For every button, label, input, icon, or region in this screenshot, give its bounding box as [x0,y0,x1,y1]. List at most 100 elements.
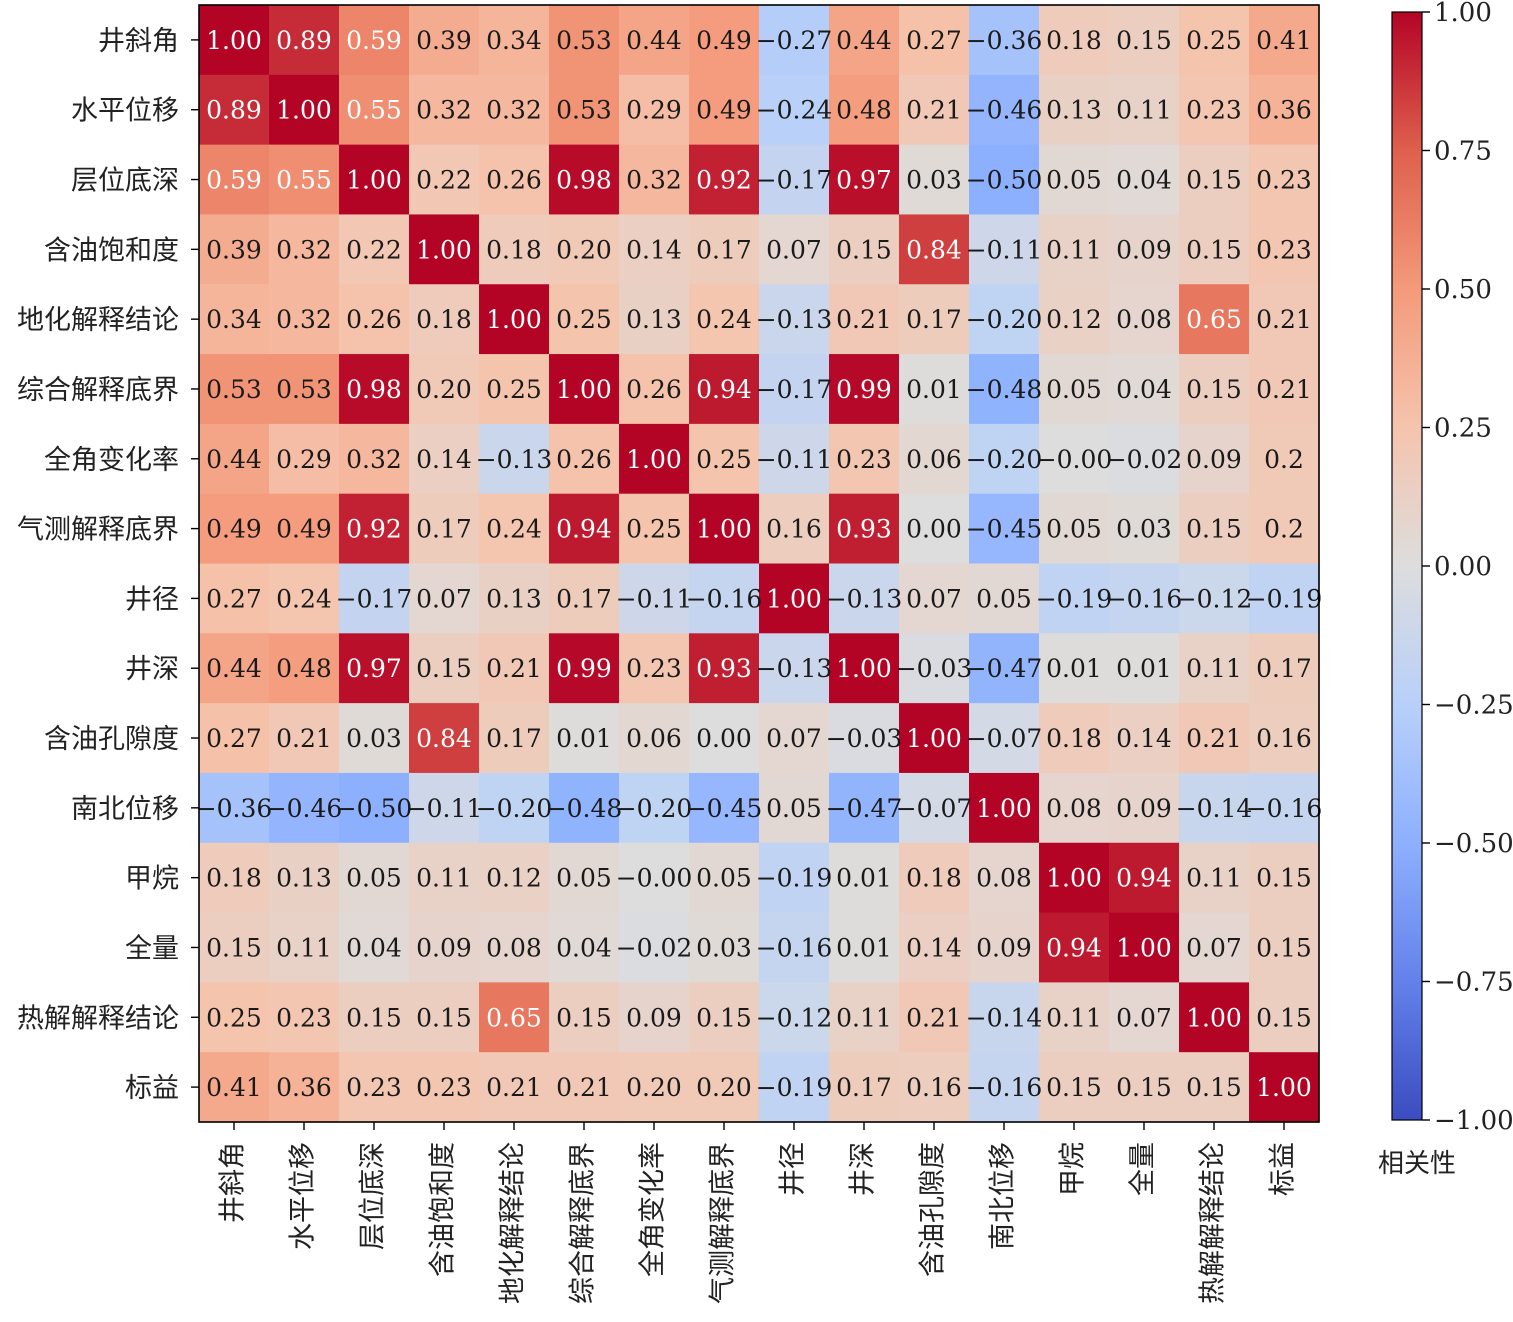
y-axis: 井斜角水平位移层位底深含油饱和度地化解释结论综合解释底界全角变化率气测解释底界井… [17,26,199,1104]
heatmap-cell-value: 0.27 [206,584,262,613]
heatmap-cell-value: 0.15 [416,654,472,683]
heatmap-cell-value: 0.12 [1046,305,1102,334]
heatmap-cell [1249,5,1320,76]
x-tick-label: 井斜角 [218,1142,249,1223]
heatmap-cell [1179,493,1250,565]
heatmap-cell-value: 0.36 [276,1073,332,1102]
heatmap-cell [689,5,760,76]
heatmap-cell-value: −0.13 [826,584,903,613]
heatmap-cell [829,354,900,425]
heatmap-cell [689,563,760,634]
heatmap-cell-value: 1.00 [486,305,542,334]
heatmap-cell [549,1052,620,1123]
heatmap-cell [829,703,900,774]
heatmap-cell-value: 0.44 [206,654,262,683]
heatmap-cell [199,354,270,425]
heatmap-cell-value: −0.24 [756,96,833,125]
heatmap-cell-value: 0.16 [906,1073,962,1102]
colorbar-tick-label: 0.25 [1434,414,1492,444]
heatmap-cell-value: 0.23 [1186,96,1242,125]
heatmap-cell-value: 0.20 [416,375,472,404]
heatmap-cell [199,5,270,76]
heatmap-cell-value: 0.18 [906,864,962,893]
heatmap-cell [1109,772,1180,844]
heatmap-cell-value: 0.34 [486,26,542,55]
heatmap-cell [829,772,900,844]
heatmap-cell-value: 0.18 [486,235,542,264]
heatmap-cell-value: 0.20 [626,1073,682,1102]
heatmap-cell [619,144,690,216]
heatmap-cell-value: 0.22 [416,166,472,195]
heatmap-cell [199,633,270,704]
heatmap-cell-value: 1.00 [906,724,962,753]
heatmap-cell [199,144,270,216]
heatmap-cell-value: 0.21 [1256,375,1312,404]
heatmap-cell [549,912,620,983]
heatmap-cell [1179,1052,1250,1123]
heatmap-cell [549,493,620,565]
heatmap-cell [619,423,690,495]
heatmap-cell-value: 0.09 [416,933,472,962]
heatmap-cell-value: 0.01 [1046,654,1102,683]
heatmap-cell [1109,842,1180,914]
heatmap-cell [339,703,410,774]
colorbar: 相关性 1.00 0.75 0.50 0.25 0.00 −0.25 −0.50 −0.75 −… [1378,0,1513,1179]
heatmap-cell-value: 0.15 [1186,515,1242,544]
heatmap-cell-value: 0.11 [1046,1003,1102,1032]
heatmap-cell-value: 0.59 [206,166,262,195]
heatmap-cell-value: 0.53 [556,96,612,125]
heatmap-cell-value: 0.94 [1046,933,1102,962]
heatmap-cell [829,842,900,914]
heatmap-cell [759,74,830,146]
heatmap-cell [409,772,480,844]
heatmap-cell [269,982,340,1053]
heatmap-cell [1039,354,1110,425]
heatmap-cell-value: 0.15 [1256,864,1312,893]
heatmap-cell [1179,563,1250,634]
y-tick-label: 全角变化率 [44,445,179,476]
heatmap-cell-value: 0.21 [486,1073,542,1102]
heatmap-cell [829,144,900,216]
heatmap-cell-value: 0.32 [626,166,682,195]
heatmap-cell [619,563,690,634]
heatmap-cell-value: 0.05 [976,584,1032,613]
x-tick-label: 南北位移 [988,1142,1019,1250]
heatmap-cell [199,74,270,146]
heatmap-cell [1179,144,1250,216]
heatmap-cell-value: −0.36 [966,26,1043,55]
heatmap-cell [1039,284,1110,355]
heatmap-cell-value: 0.93 [836,515,892,544]
heatmap-cell-value: 0.15 [206,933,262,962]
heatmap-cell-value: −0.17 [756,166,833,195]
heatmap-cell-value: 0.98 [346,375,402,404]
x-tick-label: 综合解释底界 [568,1142,599,1304]
heatmap-cell [269,144,340,216]
heatmap-cell [1249,354,1320,425]
heatmap-cell-value: 0.29 [276,445,332,474]
heatmap-cell-value: 0.13 [486,584,542,613]
y-tick-label: 标益 [125,1073,179,1104]
heatmap-cell [1179,703,1250,774]
heatmap-cell [619,74,690,146]
heatmap-cell [829,493,900,565]
heatmap-cell [899,144,970,216]
heatmap-cell [549,284,620,355]
heatmap-cell [199,284,270,355]
heatmap-cell-value: 0.05 [696,864,752,893]
heatmap-cell-value: 0.07 [416,584,472,613]
heatmap-cell [1039,563,1110,634]
heatmap-cell-value: −0.02 [616,933,693,962]
heatmap-cell-value: 0.17 [1256,654,1312,683]
heatmap-cell-value: 0.26 [486,166,542,195]
heatmap-cell-value: 1.00 [766,584,822,613]
heatmap-cell-value: 0.01 [836,864,892,893]
heatmap-cell-value: 0.22 [346,235,402,264]
heatmap-cell-value: 0.11 [836,1003,892,1032]
heatmap-cell-value: 0.16 [766,515,822,544]
heatmap-cell-labels: 1.00 0.89 0.59 0.39 0.34 0.53 0.44 0.49 −0.27 0.4… [196,26,1323,1102]
heatmap-cell [339,493,410,565]
heatmap-cell [339,284,410,355]
heatmap-cell-value: 0.55 [276,166,332,195]
heatmap-cell-value: 0.84 [416,724,472,753]
heatmap-cell [339,912,410,983]
